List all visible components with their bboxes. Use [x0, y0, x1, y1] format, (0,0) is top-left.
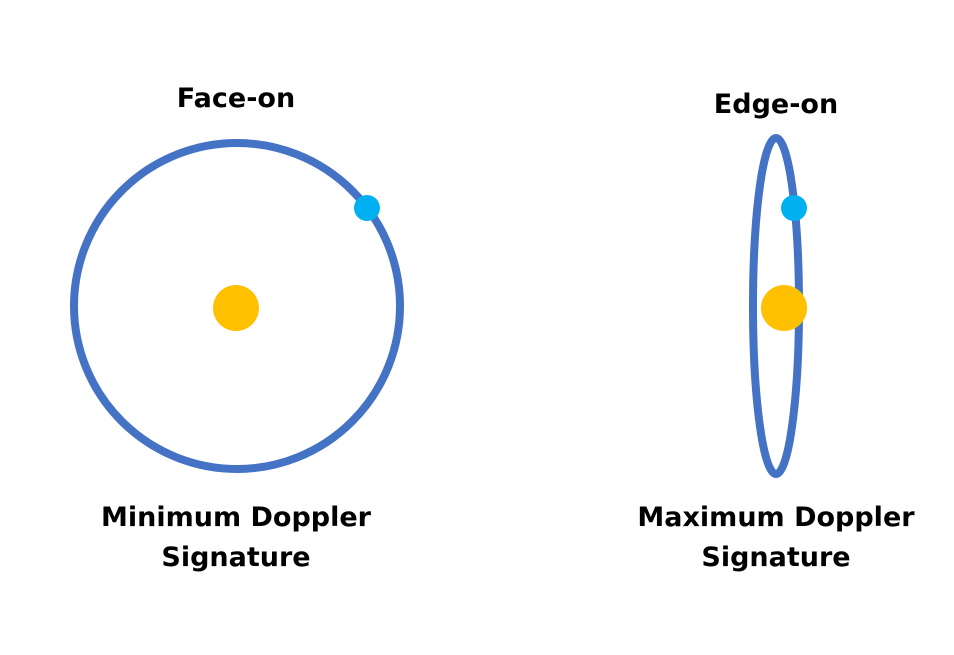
face-on-panel: Face-on Minimum Doppler Signature	[70, 83, 404, 573]
face-on-title: Face-on	[177, 83, 295, 114]
face-on-star	[213, 285, 259, 331]
face-on-caption-line2: Signature	[161, 542, 310, 573]
face-on-orbit	[70, 139, 404, 473]
face-on-caption-line1: Minimum Doppler	[101, 502, 372, 533]
edge-on-panel: Edge-on Maximum Doppler Signature	[637, 89, 915, 573]
edge-on-title: Edge-on	[714, 89, 838, 120]
face-on-planet	[354, 195, 380, 221]
edge-on-star	[761, 285, 807, 331]
edge-on-caption-line2: Signature	[701, 542, 850, 573]
edge-on-planet	[781, 195, 807, 221]
edge-on-caption-line1: Maximum Doppler	[637, 502, 915, 533]
